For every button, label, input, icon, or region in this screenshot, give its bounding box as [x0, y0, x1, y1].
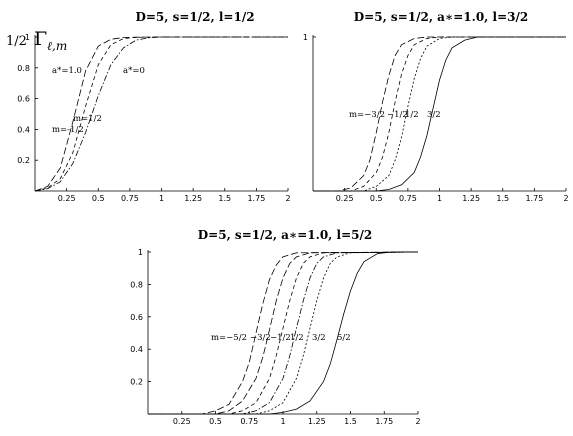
x-tick-label: 1.5: [344, 417, 357, 426]
x-tick-label: 0.25: [336, 194, 354, 203]
chart-title: D=5, s=1/2, a∗=1.0, l=5/2: [198, 228, 372, 242]
series-line: [148, 251, 419, 415]
x-tick-label: 1.25: [184, 194, 202, 203]
curve-annotation: −3/2: [250, 333, 271, 343]
series-line: [313, 36, 566, 192]
y-tick-label: 0.6: [130, 313, 143, 322]
y-tick-label: 1: [25, 33, 30, 42]
y-label-symbol: Γ: [34, 28, 47, 50]
x-tick-label: 2: [285, 194, 290, 203]
x-tick-label: 1.75: [375, 417, 393, 426]
y-tick-label: 0.8: [17, 64, 30, 73]
chart-panel-bottom: D=5, s=1/2, a∗=1.0, l=5/2 0.25 0.5 0.75 1 1.2…: [130, 228, 420, 426]
x-tick-label: 0.75: [121, 194, 139, 203]
x-tick-label: 1.5: [218, 194, 231, 203]
x-tick-label: 0.25: [173, 417, 191, 426]
series-line: [148, 251, 419, 415]
x-tick-label: 1: [159, 194, 164, 203]
x-tick-label: 0.25: [58, 194, 76, 203]
y-tick-label: 1: [303, 33, 308, 42]
chart-panel-top-right: D=5, s=1/2, a∗=1.0, l=3/2 0.25 0.5 0.75 1 1.2…: [303, 10, 569, 203]
curve-annotation: 1/2: [290, 333, 304, 343]
y-tick-label: 0.4: [17, 125, 30, 134]
x-tick-label: 1.25: [462, 194, 480, 203]
chart-title: D=5, s=1/2, l=1/2: [135, 10, 254, 24]
y-label-prefix: 1/2: [6, 34, 27, 49]
series-line: [313, 36, 566, 192]
y-label-subscript: ℓ,m: [47, 39, 67, 53]
series-line: [148, 251, 418, 415]
curve-annotation: 3/2: [312, 333, 326, 343]
chart-title: D=5, s=1/2, a∗=1.0, l=3/2: [354, 10, 528, 24]
curve-annotation: 5/2: [337, 333, 351, 343]
curve-annotation: a*=1.0: [52, 66, 82, 76]
x-tick-label: 0.75: [240, 417, 258, 426]
series-line: [148, 251, 419, 415]
curve-annotation: m=−5/2: [211, 333, 247, 343]
curve-annotation: m=−3/2: [349, 110, 385, 120]
y-tick-label: 1: [138, 248, 143, 257]
x-tick-label: 1.25: [308, 417, 326, 426]
curve-annotation: m=1/2: [73, 114, 102, 124]
curve-annotation: m=-1/2: [52, 125, 84, 135]
y-tick-label: 0.4: [130, 345, 143, 354]
x-tick-label: 1: [437, 194, 442, 203]
x-tick-label: 1.75: [247, 194, 265, 203]
series-line: [148, 251, 419, 415]
x-tick-label: 0.5: [209, 417, 222, 426]
series-line: [313, 36, 566, 192]
y-tick-label: 0.2: [130, 378, 143, 387]
y-tick-label: 0.8: [130, 280, 143, 289]
curve-annotation: −1/2: [387, 110, 408, 120]
y-tick-label: 0.2: [17, 156, 30, 165]
x-tick-label: 1: [280, 417, 285, 426]
chart-panel-top-left: D=5, s=1/2, l=1/2 0.25 0.5 0.75 1 1.25 1.5 1.75…: [17, 10, 290, 203]
y-axis-label: 1/2 Γ ℓ,m: [6, 28, 67, 53]
series-line: [313, 36, 566, 192]
x-tick-label: 1.5: [496, 194, 509, 203]
y-tick-label: 0.6: [17, 95, 30, 104]
x-tick-label: 0.5: [92, 194, 105, 203]
x-tick-label: 2: [563, 194, 568, 203]
series-line: [34, 36, 288, 192]
curve-annotation: 3/2: [427, 110, 441, 120]
curve-annotation: −1/2: [270, 333, 291, 343]
x-tick-label: 0.75: [399, 194, 417, 203]
curve-annotation: a*=0: [123, 66, 145, 76]
x-tick-label: 1.75: [525, 194, 543, 203]
series-line: [148, 251, 419, 415]
curve-annotation: 1/2: [405, 110, 419, 120]
x-tick-label: 0.5: [370, 194, 383, 203]
x-tick-label: 2: [415, 417, 420, 426]
